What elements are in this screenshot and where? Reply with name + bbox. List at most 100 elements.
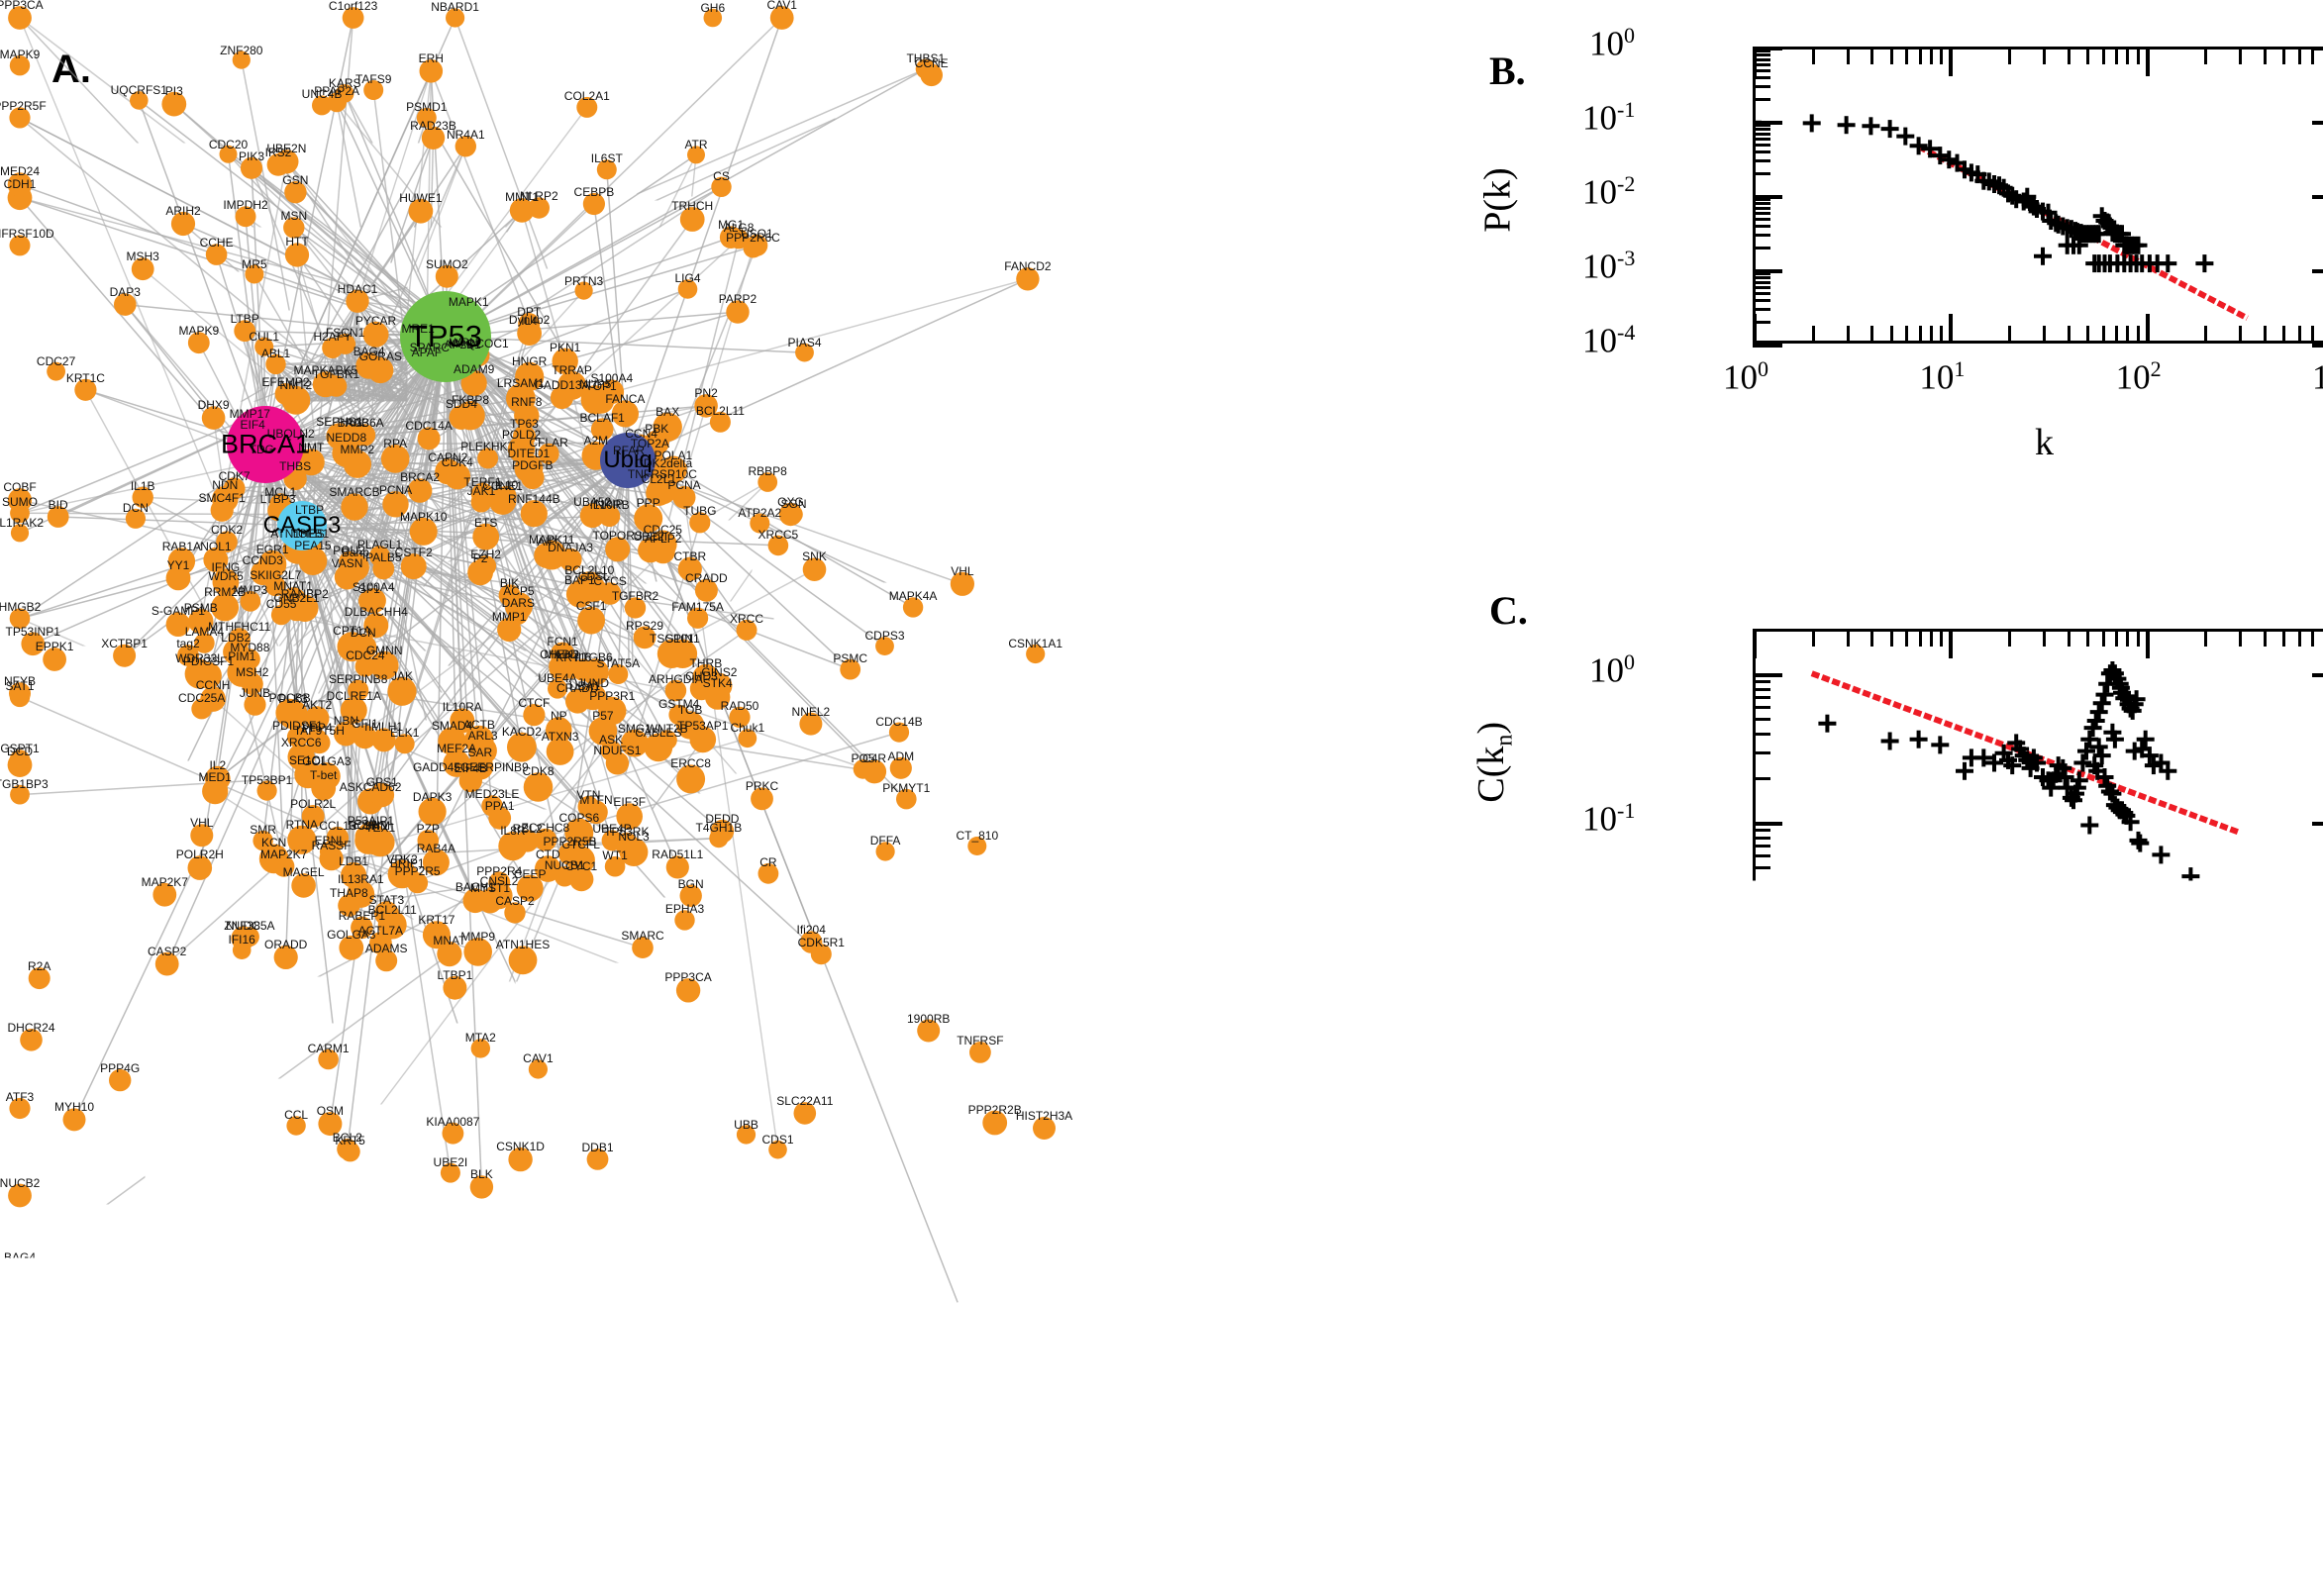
network-node[interactable] bbox=[446, 8, 464, 27]
network-node[interactable] bbox=[634, 627, 656, 649]
network-node[interactable] bbox=[665, 680, 687, 702]
network-node[interactable] bbox=[621, 730, 649, 757]
network-node[interactable] bbox=[435, 458, 460, 484]
network-node[interactable] bbox=[372, 558, 394, 580]
network-node[interactable] bbox=[284, 181, 306, 203]
network-node[interactable] bbox=[245, 265, 263, 284]
network-node[interactable] bbox=[620, 838, 649, 866]
network-node[interactable] bbox=[188, 332, 210, 353]
network-node[interactable] bbox=[382, 491, 408, 517]
network-node[interactable] bbox=[361, 588, 386, 613]
network-node[interactable] bbox=[8, 172, 33, 197]
network-node[interactable] bbox=[240, 591, 260, 612]
network-node[interactable] bbox=[126, 509, 146, 529]
network-node[interactable] bbox=[555, 866, 575, 887]
network-node[interactable] bbox=[903, 597, 923, 617]
network-node[interactable] bbox=[616, 803, 643, 830]
network-node[interactable] bbox=[443, 1123, 464, 1145]
network-node[interactable] bbox=[676, 764, 705, 793]
network-node[interactable] bbox=[10, 608, 31, 629]
network-node[interactable] bbox=[477, 448, 498, 468]
network-node[interactable] bbox=[388, 860, 417, 889]
network-node[interactable] bbox=[890, 757, 912, 779]
network-node[interactable] bbox=[875, 637, 894, 655]
network-node[interactable] bbox=[302, 805, 325, 828]
network-node[interactable] bbox=[521, 500, 548, 527]
network-node[interactable] bbox=[347, 880, 374, 908]
network-node[interactable] bbox=[234, 320, 255, 342]
network-node[interactable] bbox=[370, 651, 399, 680]
network-node[interactable] bbox=[668, 640, 697, 668]
network-node[interactable] bbox=[441, 1163, 460, 1183]
network-node[interactable] bbox=[729, 229, 749, 249]
network-node[interactable] bbox=[363, 80, 383, 100]
network-node[interactable] bbox=[168, 548, 195, 574]
network-node[interactable] bbox=[287, 727, 308, 748]
network-node[interactable] bbox=[109, 1069, 131, 1091]
network-node[interactable] bbox=[336, 84, 354, 103]
network-node[interactable] bbox=[418, 427, 441, 449]
network-node[interactable] bbox=[8, 1184, 32, 1208]
network-node[interactable] bbox=[652, 540, 675, 563]
network-node[interactable] bbox=[113, 645, 136, 667]
network-node[interactable] bbox=[9, 682, 31, 704]
network-node[interactable] bbox=[1016, 267, 1039, 290]
network-node[interactable] bbox=[236, 206, 256, 227]
network-node[interactable] bbox=[569, 1387, 594, 1412]
network-node[interactable] bbox=[497, 486, 517, 506]
network-node[interactable] bbox=[674, 910, 694, 930]
network-node[interactable] bbox=[418, 830, 440, 851]
network-node[interactable] bbox=[654, 413, 682, 442]
network-node[interactable] bbox=[560, 658, 581, 679]
network-node[interactable] bbox=[949, 1293, 967, 1312]
network-node[interactable] bbox=[534, 543, 559, 568]
network-node[interactable] bbox=[335, 334, 355, 354]
network-node[interactable] bbox=[133, 487, 153, 508]
network-node[interactable] bbox=[916, 59, 936, 79]
network-node[interactable] bbox=[811, 944, 832, 964]
network-node[interactable] bbox=[602, 830, 623, 850]
network-node[interactable] bbox=[401, 553, 427, 579]
network-node[interactable] bbox=[917, 1020, 940, 1043]
network-node[interactable] bbox=[190, 824, 213, 847]
network-node[interactable] bbox=[1033, 1117, 1056, 1140]
network-node[interactable] bbox=[678, 279, 698, 299]
network-node[interactable] bbox=[43, 648, 66, 671]
network-node[interactable] bbox=[625, 597, 646, 618]
network-node[interactable] bbox=[471, 483, 494, 506]
network-node[interactable] bbox=[575, 282, 593, 300]
network-node[interactable] bbox=[504, 902, 525, 923]
network-node[interactable] bbox=[220, 146, 238, 163]
network-node[interactable] bbox=[378, 911, 407, 940]
network-node[interactable] bbox=[282, 386, 311, 415]
network-node[interactable] bbox=[539, 444, 559, 464]
network-node[interactable] bbox=[896, 789, 917, 810]
network-node[interactable] bbox=[274, 946, 298, 969]
network-node[interactable] bbox=[155, 952, 179, 976]
network-node[interactable] bbox=[285, 599, 307, 621]
network-node[interactable] bbox=[470, 1175, 493, 1198]
network-node[interactable] bbox=[10, 749, 31, 770]
network-node[interactable] bbox=[508, 1147, 532, 1171]
network-node[interactable] bbox=[10, 55, 30, 75]
network-node[interactable] bbox=[343, 7, 364, 29]
network-node[interactable] bbox=[355, 826, 377, 848]
network-node[interactable] bbox=[676, 711, 704, 739]
network-node[interactable] bbox=[455, 136, 476, 156]
network-node[interactable] bbox=[597, 159, 617, 179]
network-node[interactable] bbox=[608, 664, 628, 684]
network-node[interactable] bbox=[794, 1102, 817, 1125]
network-node[interactable] bbox=[8, 6, 32, 30]
network-node[interactable] bbox=[510, 198, 535, 223]
network-node[interactable] bbox=[48, 506, 69, 528]
network-node[interactable] bbox=[704, 9, 723, 28]
network-node[interactable] bbox=[423, 849, 450, 876]
network-node[interactable] bbox=[419, 798, 447, 826]
network-node[interactable] bbox=[161, 92, 186, 117]
network-node[interactable] bbox=[29, 967, 50, 989]
network-node[interactable] bbox=[216, 577, 237, 598]
network-node[interactable] bbox=[275, 699, 303, 727]
network-node[interactable] bbox=[758, 472, 777, 492]
network-node[interactable] bbox=[211, 593, 239, 621]
network-node[interactable] bbox=[689, 512, 710, 533]
